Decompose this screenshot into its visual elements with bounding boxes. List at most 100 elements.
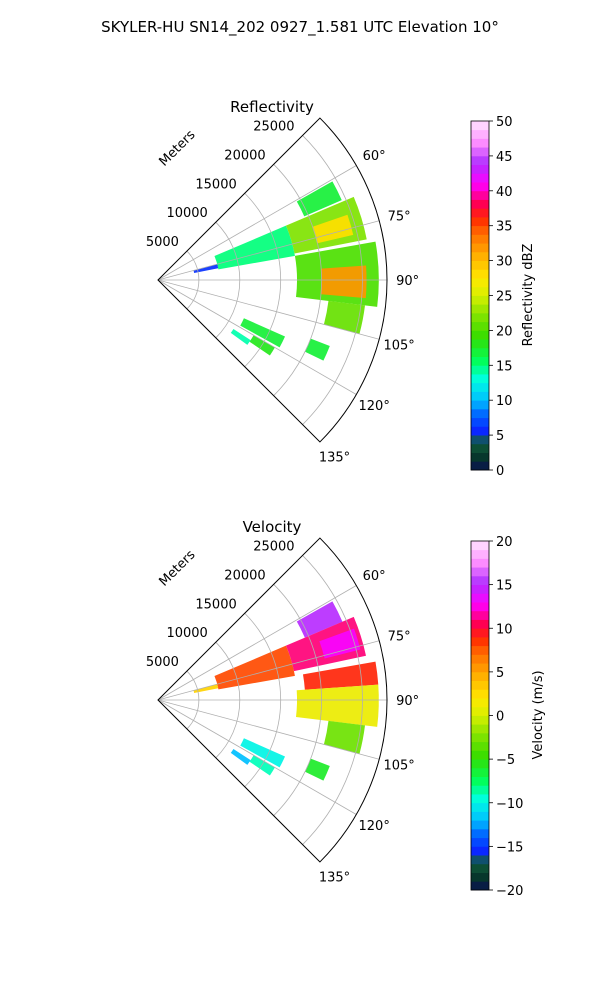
colorbar-tick-label: 35 (496, 220, 513, 235)
colorbar-tick-label: 20 (496, 535, 513, 550)
colorbar-segment (471, 121, 489, 131)
colorbar-tick-label: 15 (496, 579, 513, 594)
colorbar-segment (471, 182, 489, 192)
colorbar-segment (471, 628, 489, 638)
velocity-plot-layer: 5000 10000 15000 20000 25000 60° 75° 90° 105° 120… (146, 535, 524, 899)
colorbar-label: Velocity (m/s) (531, 670, 546, 759)
colorbar-segment (471, 173, 489, 183)
colorbar-segment (471, 741, 489, 751)
colorbar-tick-label: 45 (496, 150, 513, 165)
colorbar-segment (471, 802, 489, 812)
radar-cell (240, 318, 286, 348)
colorbar-tick-label: 20 (496, 324, 513, 339)
r-tick-label: 15000 (195, 597, 236, 612)
colorbar-segment (471, 706, 489, 716)
r-tick-label: 10000 (166, 206, 207, 221)
colorbar-segment (471, 260, 489, 270)
theta-tick-label: 60° (363, 149, 386, 164)
colorbar-segment (471, 610, 489, 620)
panel-title: Velocity (243, 518, 302, 536)
colorbar-tick-label: 50 (496, 115, 513, 130)
r-tick-label: 20000 (224, 568, 265, 583)
colorbar-tick-label: 15 (496, 359, 513, 374)
colorbar-segment (471, 872, 489, 882)
colorbar-tick-label: 5 (496, 666, 504, 681)
colorbar-segment (471, 408, 489, 419)
colorbar-tick-label: −10 (496, 797, 523, 812)
colorbar-segment (471, 199, 489, 209)
colorbar-segment (471, 698, 489, 708)
radar-cell (230, 328, 251, 345)
colorbar-segment (471, 541, 489, 551)
theta-tick-label: 90° (396, 694, 419, 709)
radar-cell (323, 300, 365, 334)
colorbar-segment (471, 208, 489, 218)
colorbar-segment (471, 278, 489, 288)
colorbar-segment (471, 715, 489, 725)
colorbar-segment (471, 365, 489, 375)
colorbar-segment (471, 400, 489, 410)
grid-radial (157, 585, 357, 701)
r-axis-label: Meters (157, 127, 199, 169)
grid-radial (157, 699, 380, 760)
reflectivity-plot-layer: 5000 10000 15000 20000 25000 60° 75° 90° 105° 120… (146, 115, 513, 479)
colorbar-tick-label: −5 (496, 753, 515, 768)
colorbar-segment (471, 295, 489, 305)
panel-title: Reflectivity (230, 98, 314, 116)
colorbar-segment (471, 461, 489, 471)
sector-frame (157, 537, 388, 863)
colorbar-segment (471, 636, 489, 647)
r-tick-label: 5000 (146, 655, 179, 670)
colorbar-segment (471, 304, 489, 314)
colorbar-segment (471, 391, 489, 401)
colorbar-tick-label: −15 (496, 840, 523, 855)
radar-cell (295, 684, 379, 727)
colorbar-segment (471, 558, 489, 568)
colorbar-segment (471, 155, 489, 166)
theta-tick-label: 135° (319, 871, 350, 886)
colorbar-tick-label: 40 (496, 185, 513, 200)
sector-frame (157, 117, 388, 443)
colorbar-segment (471, 794, 489, 804)
theta-tick-label: 120° (359, 399, 390, 414)
grid-radial (157, 279, 380, 340)
colorbar-segment (471, 129, 489, 139)
colorbar-segment (471, 374, 489, 384)
radar-cell (319, 628, 361, 659)
theta-tick-label: 120° (359, 819, 390, 834)
colorbar-segment (471, 138, 489, 148)
colorbar-segment (471, 663, 489, 673)
colorbar-segment (471, 654, 489, 664)
colorbar-segment (471, 225, 489, 235)
colorbar-segment (471, 785, 489, 795)
colorbar-segment (471, 286, 489, 296)
radar-cell (302, 661, 379, 690)
radar-cell (193, 264, 219, 273)
colorbar-segment (471, 724, 489, 734)
colorbar-segment (471, 602, 489, 612)
colorbar-segment (471, 382, 489, 392)
grid-radial (157, 220, 380, 281)
colorbar-segment (471, 243, 489, 253)
colorbar-segment (471, 567, 489, 577)
colorbar-segment (471, 190, 489, 200)
colorbar-tick-label: −20 (496, 884, 523, 899)
colorbar-segment (471, 689, 489, 699)
colorbar-segment (471, 147, 489, 157)
colorbar-segment (471, 347, 489, 357)
radar-cell (323, 720, 365, 754)
colorbar-segment (471, 680, 489, 690)
colorbar-segment (471, 593, 489, 603)
r-tick-label: 25000 (253, 119, 294, 134)
colorbar-segment (471, 584, 489, 594)
radar-cell (214, 225, 295, 270)
grid-radial (157, 699, 357, 815)
grid-radial (157, 279, 357, 395)
colorbar-segment (471, 846, 489, 856)
grid-radial (157, 640, 380, 701)
colorbar-tick-label: 10 (496, 394, 513, 409)
colorbar-segment (471, 251, 489, 262)
colorbar-tick-label: 10 (496, 622, 513, 637)
r-tick-label: 20000 (224, 148, 265, 163)
